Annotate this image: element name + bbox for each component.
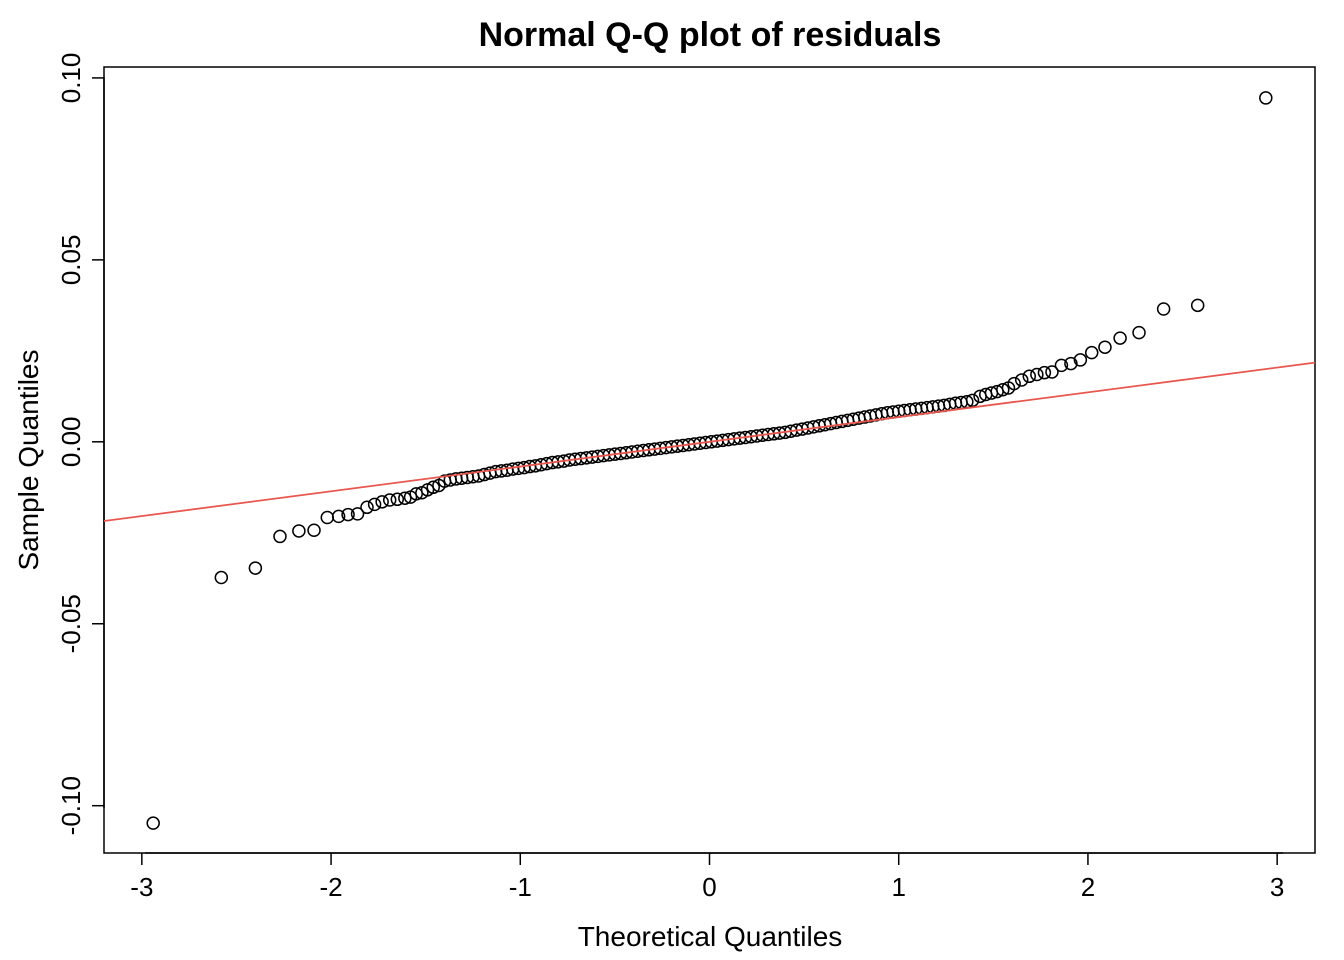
data-point <box>1014 373 1029 387</box>
data-point <box>996 383 1010 397</box>
data-point <box>382 493 397 507</box>
data-point <box>1113 331 1127 345</box>
data-point <box>331 509 346 524</box>
x-axis-label: Theoretical Quantiles <box>578 921 843 952</box>
data-point <box>1037 365 1052 380</box>
x-tick-label: 0 <box>702 872 716 902</box>
x-tick-label: 1 <box>891 872 905 902</box>
data-point <box>1073 353 1088 367</box>
data-point <box>360 500 374 515</box>
y-axis-ticks: -0.10 -0.05 0.00 0.05 0.10 <box>56 53 104 835</box>
data-point <box>292 524 306 538</box>
data-point <box>375 495 389 509</box>
y-tick-label: 0.00 <box>56 417 86 468</box>
data-point <box>350 507 365 521</box>
data-point <box>1064 356 1078 371</box>
data-point <box>1022 369 1037 384</box>
data-point <box>248 561 263 575</box>
data-point <box>965 393 980 408</box>
data-point <box>1054 358 1069 373</box>
data-point <box>273 529 287 544</box>
data-point <box>320 510 335 525</box>
x-tick-label: 2 <box>1081 872 1095 902</box>
y-tick-label: 0.10 <box>56 53 86 104</box>
data-point <box>1156 302 1171 316</box>
data-point <box>214 570 229 585</box>
x-tick-label: -1 <box>509 872 532 902</box>
data-point <box>146 816 160 830</box>
plot-frame <box>103 66 1316 854</box>
y-tick-label: 0.05 <box>56 235 86 286</box>
reference-line <box>103 361 1316 522</box>
data-point <box>398 491 412 505</box>
data-point <box>1132 325 1146 340</box>
y-axis-label: Sample Quantiles <box>13 349 44 570</box>
data-point <box>1259 91 1273 105</box>
data-point <box>390 492 405 507</box>
data-point <box>367 497 382 512</box>
data-point <box>1007 376 1021 391</box>
data-point <box>1084 345 1099 360</box>
x-axis-ticks: -3 -2 -1 0 1 2 3 <box>130 853 1284 902</box>
data-points <box>146 91 1273 830</box>
data-point <box>341 507 355 522</box>
x-tick-label: -3 <box>130 872 153 902</box>
y-tick-label: -0.10 <box>56 776 86 835</box>
x-tick-label: -2 <box>320 872 343 902</box>
data-point <box>307 523 321 537</box>
x-tick-label: 3 <box>1270 872 1284 902</box>
data-point <box>1045 365 1059 379</box>
data-point <box>1190 298 1205 313</box>
data-point <box>1030 367 1044 382</box>
data-point <box>426 480 440 495</box>
data-point <box>1098 340 1112 354</box>
chart-title: Normal Q-Q plot of residuals <box>479 16 942 54</box>
y-tick-label: -0.05 <box>56 594 86 653</box>
